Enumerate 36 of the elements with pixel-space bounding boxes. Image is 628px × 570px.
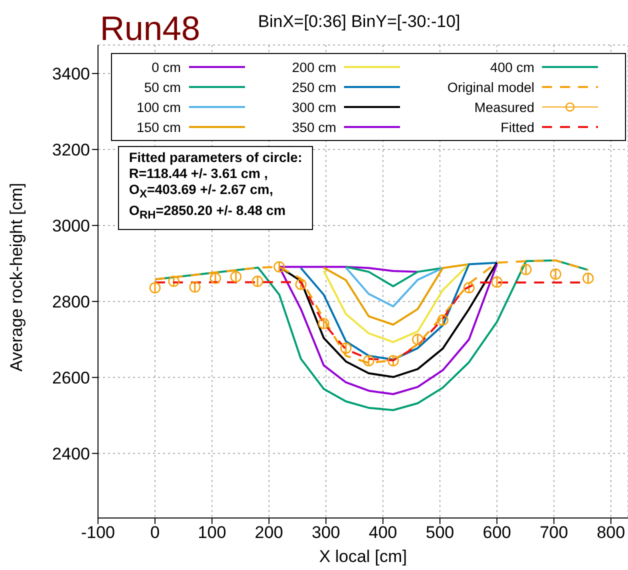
legend-label: 100 cm: [136, 100, 181, 114]
x-tick-label: 800: [596, 523, 626, 542]
legend-label: 300 cm: [292, 100, 336, 114]
annotation: O$_{RH}$=2850.20 +/- 8.48 cm: [129, 202, 286, 222]
y-tick-label: 3000: [52, 216, 90, 236]
y-tick-label: 3400: [52, 64, 90, 84]
legend-label: Measured: [474, 100, 534, 114]
x-tick-label: 600: [482, 523, 512, 542]
chart-subtitle: BinX=[0:36] BinY=[-30:-10]: [258, 12, 460, 32]
x-tick-label: 400: [368, 523, 398, 542]
x-tick-label: 700: [540, 523, 568, 542]
annotation: R=118.44 +/- 3.61 cm ,: [129, 166, 268, 181]
x-axis-title: X local [cm]: [319, 547, 407, 566]
legend-label: Fitted: [500, 120, 534, 134]
y-tick-label: 3200: [52, 140, 90, 160]
x-tick-label: 200: [254, 523, 284, 542]
legend-label: 350 cm: [292, 120, 336, 134]
x-tick-label: 300: [312, 523, 340, 542]
legend-label: 0 cm: [152, 60, 181, 74]
legend-label: 150 cm: [136, 120, 181, 134]
annotation: O$_{X}$=403.69 +/- 2.67 cm,: [129, 182, 274, 201]
legend-label: 200 cm: [292, 60, 336, 74]
y-tick-label: 2800: [52, 292, 90, 312]
x-tick-label: 0: [150, 523, 160, 542]
legend-label: 400 cm: [490, 60, 534, 74]
y-axis-title: Average rock-height [cm]: [7, 182, 26, 372]
legend-label: 50 cm: [144, 80, 181, 94]
legend-label: Original model: [447, 80, 534, 94]
y-tick-label: 2600: [52, 368, 90, 388]
x-tick-label: 500: [426, 523, 454, 542]
x-tick-label: 100: [198, 523, 226, 542]
chart-title: Run48: [100, 10, 200, 49]
y-tick-label: 2400: [52, 444, 90, 464]
x-tick-label: -100: [80, 523, 116, 542]
legend-label: 250 cm: [292, 80, 336, 94]
annotation: Fitted parameters of circle:: [129, 150, 302, 165]
